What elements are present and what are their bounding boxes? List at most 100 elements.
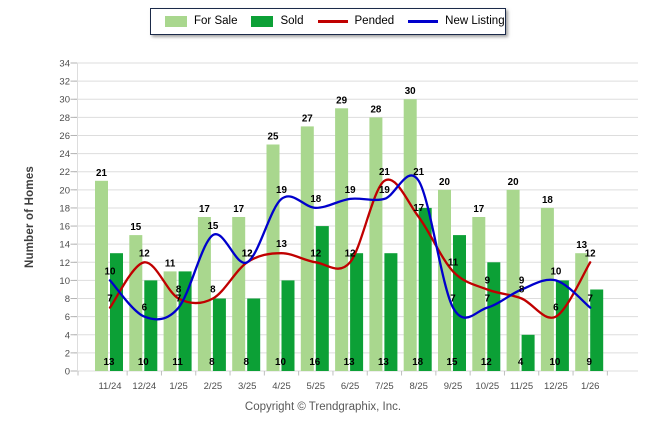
new-listing-value-label: 21 <box>413 167 424 178</box>
x-tick-label: 3/25 <box>238 381 257 392</box>
x-tick-label: 11/25 <box>510 381 533 392</box>
sold-bar <box>281 280 295 371</box>
pended-value-label: 12 <box>345 248 356 259</box>
for-sale-bar <box>540 207 554 371</box>
y-tick-label: 20 <box>59 185 70 196</box>
for-sale-bar <box>300 126 314 372</box>
sold-value-label: 8 <box>243 357 249 368</box>
for-sale-value-label: 13 <box>576 240 587 251</box>
new-listing-value-label: 7 <box>450 294 456 305</box>
x-tick-label: 1/26 <box>581 381 600 392</box>
new-listing-value-label: 15 <box>207 221 218 232</box>
y-tick-label: 14 <box>59 240 70 251</box>
pended-value-label: 8 <box>519 285 525 296</box>
sold-bar <box>590 289 604 371</box>
legend-item-for-sale: For Sale <box>165 14 238 28</box>
for-sale-value-label: 28 <box>370 104 381 115</box>
sold-bar <box>418 207 432 371</box>
sold-value-label: 10 <box>138 357 149 368</box>
pended-value-label: 6 <box>553 303 559 314</box>
new-listing-value-label: 18 <box>310 194 321 205</box>
sold-value-label: 13 <box>378 357 389 368</box>
x-tick-label: 4/25 <box>272 381 291 392</box>
y-tick-label: 28 <box>59 113 70 124</box>
for-sale-bar <box>403 99 417 371</box>
x-tick-label: 9/25 <box>444 381 463 392</box>
for-sale-value-label: 17 <box>473 204 484 215</box>
for-sale-bar <box>506 189 520 371</box>
pended-value-label: 21 <box>379 167 390 178</box>
pended-value-label: 12 <box>310 248 321 259</box>
x-tick-label: 7/25 <box>375 381 394 392</box>
y-tick-label: 34 <box>59 59 70 70</box>
for-sale-bar <box>472 217 486 371</box>
for-sale-bar <box>129 235 143 371</box>
for-sale-value-label: 18 <box>542 195 553 206</box>
new-listing-value-label: 9 <box>519 275 525 286</box>
new-listing-value-label: 7 <box>176 294 182 305</box>
sold-value-label: 10 <box>549 357 560 368</box>
y-tick-label: 30 <box>59 95 70 106</box>
sold-value-label: 16 <box>309 357 320 368</box>
new-listing-line-icon <box>408 20 439 23</box>
new-listing-value-label: 7 <box>485 294 491 305</box>
for-sale-value-label: 20 <box>439 177 450 188</box>
new-listing-value-label: 10 <box>105 266 116 277</box>
pended-value-label: 12 <box>585 248 596 259</box>
sold-bar <box>555 280 569 371</box>
sold-value-label: 15 <box>447 357 458 368</box>
y-tick-label: 26 <box>59 131 70 142</box>
new-listing-value-label: 19 <box>276 185 287 196</box>
legend-item-new-listing: New Listing <box>408 15 505 28</box>
legend-label-for-sale: For Sale <box>194 14 238 27</box>
x-tick-label: 2/25 <box>204 381 223 392</box>
for-sale-value-label: 11 <box>165 258 176 269</box>
bar-value-labels: 21 13 15 10 11 11 17 8 17 8 25 10 27 16 29 13 28 13 30 18 20… <box>96 86 592 368</box>
x-tick-label: 11/24 <box>98 381 121 392</box>
y-tick-label: 0 <box>65 367 70 378</box>
y-tick-label: 4 <box>65 330 70 341</box>
bars-sold <box>110 207 604 371</box>
new-listing-value-label: 12 <box>242 248 253 259</box>
for-sale-bar <box>163 271 177 371</box>
sold-value-label: 10 <box>275 357 286 368</box>
x-tick-label: 5/25 <box>307 381 326 392</box>
new-listing-line <box>108 174 592 321</box>
x-tick-label: 1/25 <box>169 381 188 392</box>
sold-bar <box>247 298 261 371</box>
y-tick-label: 8 <box>65 294 70 305</box>
sold-bar <box>212 298 226 371</box>
for-sale-value-label: 30 <box>405 86 416 97</box>
pended-value-label: 7 <box>107 294 113 305</box>
for-sale-bar <box>369 117 383 372</box>
for-sale-value-label: 29 <box>336 95 347 106</box>
for-sale-bar <box>232 217 246 371</box>
x-tick-label: 8/25 <box>409 381 428 392</box>
sold-value-label: 12 <box>481 357 492 368</box>
for-sale-bar <box>266 144 280 371</box>
new-listing-value-label: 19 <box>345 185 356 196</box>
sold-swatch-icon <box>251 16 274 27</box>
pended-line-icon <box>317 20 348 23</box>
sold-value-label: 13 <box>344 357 355 368</box>
copyright-text: Copyright © Trendgraphix, Inc. <box>244 401 402 413</box>
line-value-labels: 7101268781512121319121812192119172111797… <box>105 167 597 314</box>
y-axis-title: Number of Homes <box>24 165 36 269</box>
bars-for-sale <box>95 99 589 372</box>
for-sale-value-label: 17 <box>233 204 244 215</box>
x-tick-label: 10/25 <box>475 381 499 392</box>
for-sale-value-label: 25 <box>268 132 279 143</box>
new-listing-value-label: 6 <box>142 303 148 314</box>
x-tick-label: 6/25 <box>341 381 360 392</box>
y-tick-label: 2 <box>65 348 70 359</box>
legend-label-pended: Pended <box>354 14 395 27</box>
new-listing-value-label: 19 <box>379 185 390 196</box>
pended-value-label: 8 <box>210 285 216 296</box>
for-sale-value-label: 27 <box>302 113 313 124</box>
sold-bar <box>384 253 398 371</box>
new-listing-value-label: 10 <box>550 266 561 277</box>
y-tick-label: 22 <box>59 167 70 178</box>
pended-line <box>108 178 592 319</box>
